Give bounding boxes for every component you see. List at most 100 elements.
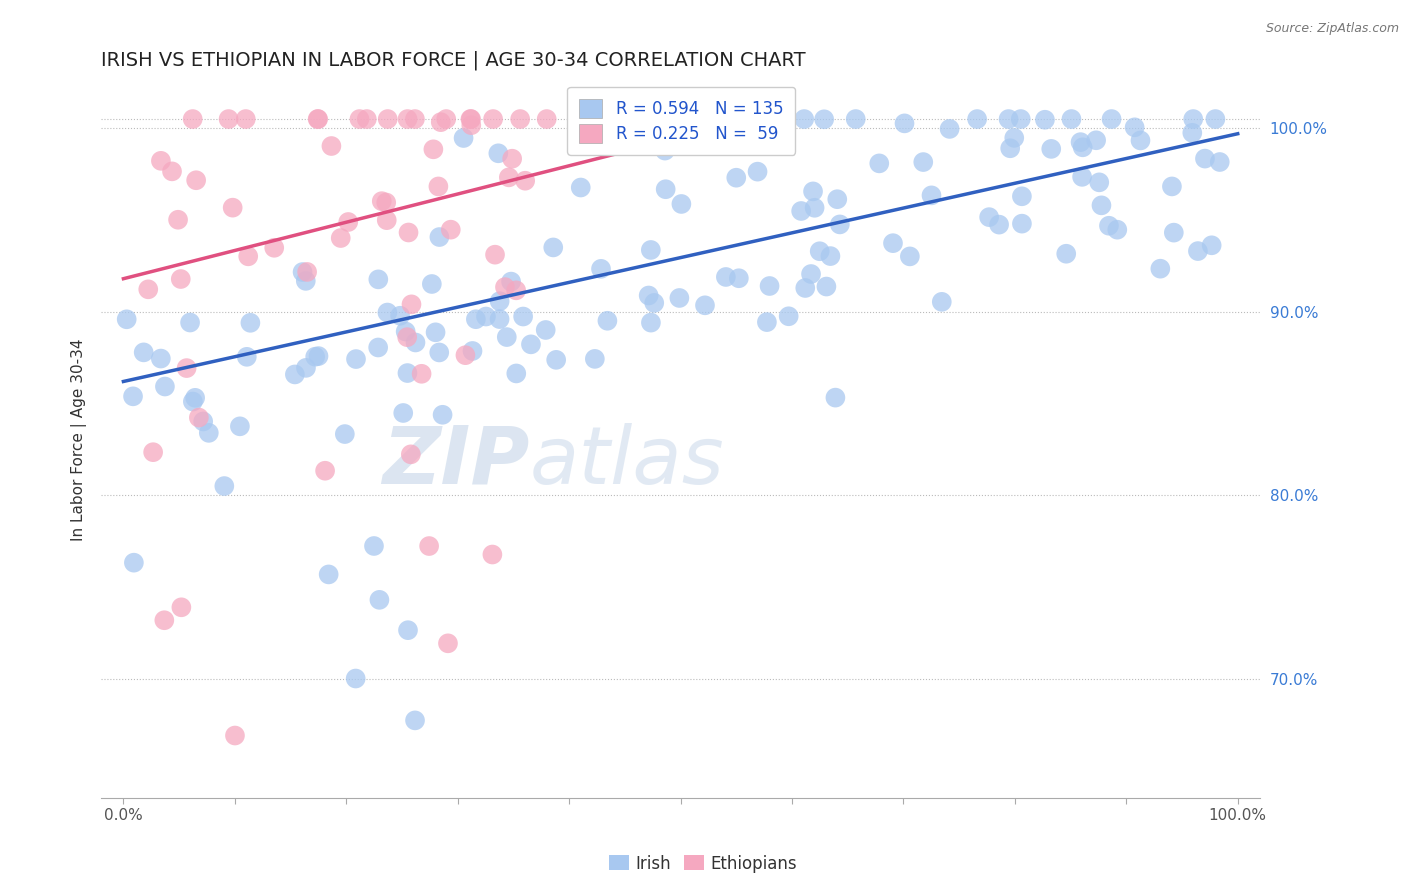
Point xyxy=(337,215,360,229)
Point xyxy=(979,210,1001,224)
Point xyxy=(1201,238,1223,252)
Point xyxy=(505,367,527,381)
Legend: R = 0.594   N = 135, R = 0.225   N =  59: R = 0.594 N = 135, R = 0.225 N = 59 xyxy=(567,87,794,155)
Point xyxy=(432,408,454,422)
Point xyxy=(186,173,208,187)
Point xyxy=(893,116,915,130)
Point xyxy=(427,179,450,194)
Point xyxy=(727,271,749,285)
Point xyxy=(827,192,849,206)
Point xyxy=(828,218,851,232)
Point xyxy=(1054,246,1077,260)
Point xyxy=(375,213,398,227)
Point xyxy=(427,345,450,359)
Point xyxy=(637,288,659,302)
Point xyxy=(425,326,447,340)
Point xyxy=(321,139,343,153)
Point xyxy=(800,267,823,281)
Point xyxy=(1085,133,1108,147)
Point xyxy=(793,112,815,126)
Point xyxy=(755,315,778,329)
Point xyxy=(291,265,314,279)
Point xyxy=(295,265,318,279)
Point xyxy=(494,280,516,294)
Point xyxy=(184,391,207,405)
Point xyxy=(898,249,921,263)
Point xyxy=(671,197,693,211)
Point xyxy=(314,464,336,478)
Text: atlas: atlas xyxy=(530,423,724,500)
Point xyxy=(389,309,412,323)
Point xyxy=(229,419,252,434)
Point xyxy=(1010,112,1032,126)
Point xyxy=(1161,179,1184,194)
Point xyxy=(1163,226,1185,240)
Point xyxy=(214,479,236,493)
Point xyxy=(307,112,329,126)
Point xyxy=(845,112,868,126)
Text: IRISH VS ETHIOPIAN IN LABOR FORCE | AGE 30-34 CORRELATION CHART: IRISH VS ETHIOPIAN IN LABOR FORCE | AGE … xyxy=(101,51,806,70)
Point xyxy=(475,310,498,324)
Point xyxy=(396,623,419,637)
Point xyxy=(371,194,394,209)
Point xyxy=(136,282,159,296)
Point xyxy=(170,600,193,615)
Point xyxy=(377,112,399,126)
Point xyxy=(803,201,825,215)
Point xyxy=(149,351,172,366)
Point xyxy=(813,112,835,127)
Point xyxy=(778,310,800,324)
Point xyxy=(1088,175,1111,189)
Text: Source: ZipAtlas.com: Source: ZipAtlas.com xyxy=(1265,22,1399,36)
Point xyxy=(221,201,243,215)
Point xyxy=(392,406,415,420)
Point xyxy=(808,244,831,259)
Point xyxy=(235,112,257,126)
Point xyxy=(824,391,846,405)
Point xyxy=(398,226,420,240)
Point xyxy=(461,343,484,358)
Point xyxy=(654,144,676,158)
Point xyxy=(596,314,619,328)
Point xyxy=(794,281,817,295)
Y-axis label: In Labor Force | Age 30-34: In Labor Force | Age 30-34 xyxy=(72,339,87,541)
Point xyxy=(536,112,558,126)
Point xyxy=(236,350,259,364)
Point xyxy=(790,204,813,219)
Point xyxy=(1187,244,1209,258)
Point xyxy=(643,296,665,310)
Point xyxy=(481,548,503,562)
Point xyxy=(1040,142,1063,156)
Point xyxy=(167,212,190,227)
Point xyxy=(396,112,419,126)
Point xyxy=(938,122,960,136)
Point xyxy=(153,613,176,627)
Point xyxy=(1011,217,1033,231)
Point xyxy=(440,222,463,236)
Point xyxy=(505,283,527,297)
Point xyxy=(1033,112,1056,127)
Point xyxy=(495,330,517,344)
Point xyxy=(1149,261,1171,276)
Point xyxy=(1060,112,1083,126)
Point xyxy=(498,170,520,185)
Point xyxy=(122,389,145,403)
Point xyxy=(725,170,748,185)
Point xyxy=(966,112,988,126)
Point xyxy=(307,112,329,126)
Point xyxy=(1209,155,1232,169)
Point xyxy=(464,312,486,326)
Point xyxy=(142,445,165,459)
Point xyxy=(437,636,460,650)
Point xyxy=(132,345,155,359)
Point xyxy=(482,112,505,126)
Point xyxy=(238,249,260,263)
Point xyxy=(363,539,385,553)
Point xyxy=(377,305,399,319)
Point xyxy=(375,195,398,210)
Point xyxy=(509,112,531,126)
Point xyxy=(420,277,443,291)
Point xyxy=(541,240,564,254)
Point xyxy=(453,131,475,145)
Point xyxy=(181,394,204,409)
